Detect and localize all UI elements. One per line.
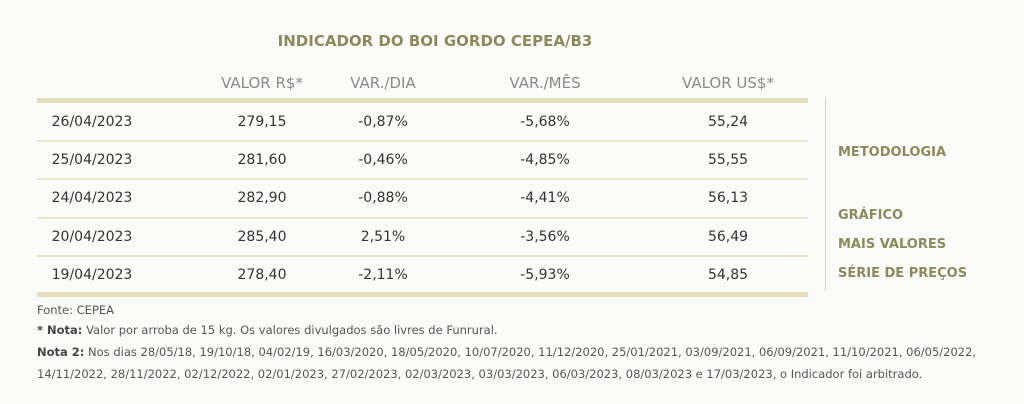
column-header: VALOR R$* bbox=[221, 74, 303, 92]
note-label: * Nota: bbox=[37, 323, 83, 337]
note: * Nota: Valor por arroba de 15 kg. Os va… bbox=[37, 319, 1007, 341]
table-cell: 26/04/2023 bbox=[51, 114, 133, 130]
note-text: Valor por arroba de 15 kg. Os valores di… bbox=[86, 323, 498, 337]
table-bottom-border bbox=[37, 292, 808, 297]
table-cell: -5,93% bbox=[520, 266, 570, 283]
table-cell: 24/04/2023 bbox=[51, 190, 133, 207]
table-cell: 285,40 bbox=[237, 228, 287, 245]
side-link[interactable]: SÉRIE DE PREÇOS bbox=[838, 266, 968, 281]
side-link[interactable]: GRÁFICO bbox=[838, 208, 904, 223]
source: Fonte: CEPEA bbox=[37, 303, 115, 317]
table-cell: 55,24 bbox=[707, 114, 749, 130]
row-separator bbox=[37, 254, 808, 257]
table-cell: 56,13 bbox=[707, 190, 749, 207]
column-header: VALOR US$* bbox=[682, 74, 774, 92]
table-title: INDICADOR DO BOI GORDO CEPEA/B3 bbox=[277, 32, 593, 50]
table-cell: 2,51% bbox=[360, 228, 406, 245]
table-cell: -5,68% bbox=[520, 114, 570, 130]
table-cell: 20/04/2023 bbox=[51, 228, 133, 245]
note-label: Nota 2: bbox=[37, 345, 85, 359]
row-separator bbox=[37, 178, 808, 181]
table-cell: 54,85 bbox=[707, 266, 749, 283]
divider bbox=[825, 98, 826, 290]
column-header: VAR./DIA bbox=[350, 74, 416, 92]
table-top-border bbox=[37, 98, 808, 103]
row-separator bbox=[37, 216, 808, 219]
table-cell: -0,87% bbox=[358, 114, 408, 130]
table-cell: -3,56% bbox=[520, 228, 570, 245]
table-cell: -4,85% bbox=[520, 152, 570, 169]
table-cell: 25/04/2023 bbox=[51, 152, 133, 169]
table-cell: -4,41% bbox=[520, 190, 570, 207]
table-cell: 19/04/2023 bbox=[51, 266, 133, 283]
table-cell: 278,40 bbox=[237, 266, 287, 283]
column-header: VAR./MÊS bbox=[509, 74, 581, 92]
table-cell: 281,60 bbox=[237, 152, 287, 169]
table-cell: 279,15 bbox=[237, 114, 287, 130]
table-cell: -0,46% bbox=[358, 152, 408, 169]
side-link[interactable]: METODOLOGIA bbox=[838, 145, 947, 160]
side-link[interactable]: MAIS VALORES bbox=[838, 237, 947, 252]
table-cell: -0,88% bbox=[358, 190, 408, 207]
table-cell: -2,11% bbox=[358, 266, 408, 283]
table-cell: 55,55 bbox=[707, 152, 749, 169]
note-2: Nota 2: Nos dias 28/05/18, 19/10/18, 04/… bbox=[37, 341, 1007, 385]
table-cell: 282,90 bbox=[237, 190, 287, 207]
table-cell: 56,49 bbox=[707, 228, 749, 245]
row-separator bbox=[37, 140, 808, 143]
note-text: Nos dias 28/05/18, 19/10/18, 04/02/19, 1… bbox=[37, 345, 977, 381]
